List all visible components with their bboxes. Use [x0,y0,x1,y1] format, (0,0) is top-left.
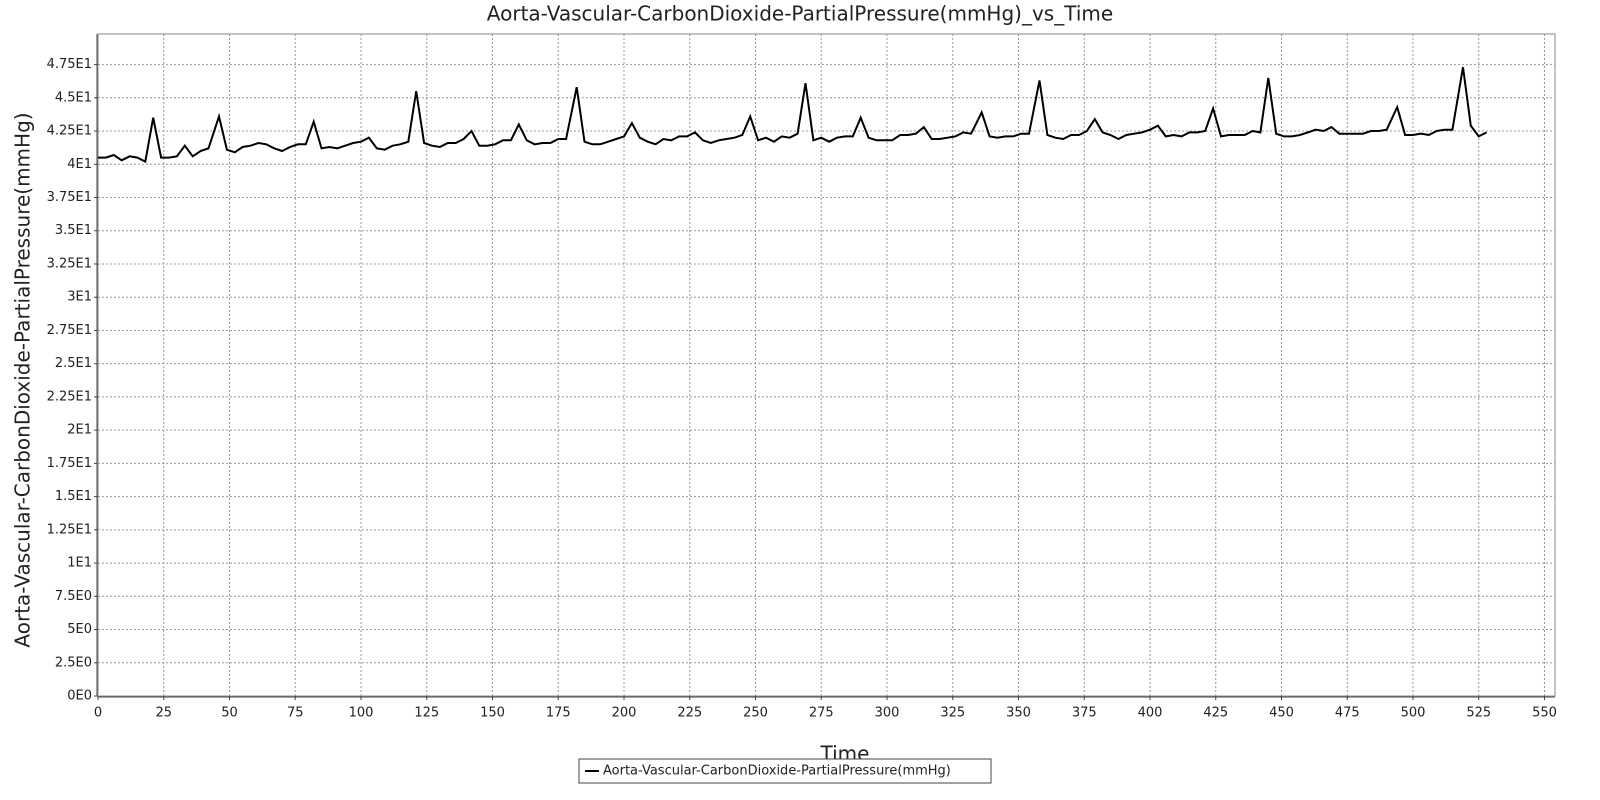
y-tick-label: 3.75E1 [47,190,92,205]
y-tick-label: 1.75E1 [47,456,92,471]
series-line [98,67,1488,164]
x-tick-label: 400 [1138,706,1163,721]
y-tick-label: 4.5E1 [55,90,92,105]
x-tick-label: 325 [940,706,965,721]
x-tick-label: 450 [1269,706,1294,721]
y-tick-label: 1.5E1 [55,489,92,504]
y-tick-label: 4E1 [67,157,92,172]
y-axis-label: Aorta-Vascular-CarbonDioxide-PartialPres… [11,112,35,647]
x-tick-label: 75 [287,706,304,721]
y-tick-label: 2.25E1 [47,389,92,404]
x-tick-label: 275 [809,706,834,721]
x-tick-label: 25 [155,706,172,721]
x-tick-label: 150 [480,706,505,721]
y-tick-label: 5E0 [67,622,92,637]
y-tick-label: 2.5E0 [55,655,92,670]
y-tick-label: 0E0 [67,689,92,704]
x-tick-label: 550 [1532,706,1557,721]
legend-box [578,758,992,784]
chart-title: Aorta-Vascular-CarbonDioxide-PartialPres… [487,2,1113,26]
x-tick-label: 175 [546,706,571,721]
x-tick-label: 475 [1335,706,1360,721]
y-tick-label: 3E1 [67,290,92,305]
y-tick-label: 2.5E1 [55,356,92,371]
y-tick-label: 4.75E1 [47,57,92,72]
x-tick-label: 375 [1072,706,1097,721]
y-tick-label: 1E1 [67,556,92,571]
y-tick-label: 1.25E1 [47,522,92,537]
x-tick-label: 100 [349,706,374,721]
x-tick-label: 0 [94,706,102,721]
x-tick-label: 425 [1203,706,1228,721]
x-tick-label: 300 [875,706,900,721]
x-tick-label: 125 [414,706,439,721]
x-tick-label: 525 [1466,706,1491,721]
x-tick-label: 500 [1401,706,1426,721]
y-tick-label: 3.25E1 [47,256,92,271]
x-tick-label: 250 [743,706,768,721]
y-tick-label: 4.25E1 [47,124,92,139]
x-tick-label: 350 [1006,706,1031,721]
y-tick-label: 2E1 [67,423,92,438]
y-tick-label: 3.5E1 [55,223,92,238]
y-tick-label: 7.5E0 [55,589,92,604]
x-tick-label: 200 [612,706,637,721]
y-tick-label: 2.75E1 [47,323,92,338]
x-tick-label: 225 [677,706,702,721]
legend-label: Aorta-Vascular-CarbonDioxide-PartialPres… [603,764,951,779]
x-tick-label: 50 [221,706,238,721]
plot-area [97,33,1556,697]
